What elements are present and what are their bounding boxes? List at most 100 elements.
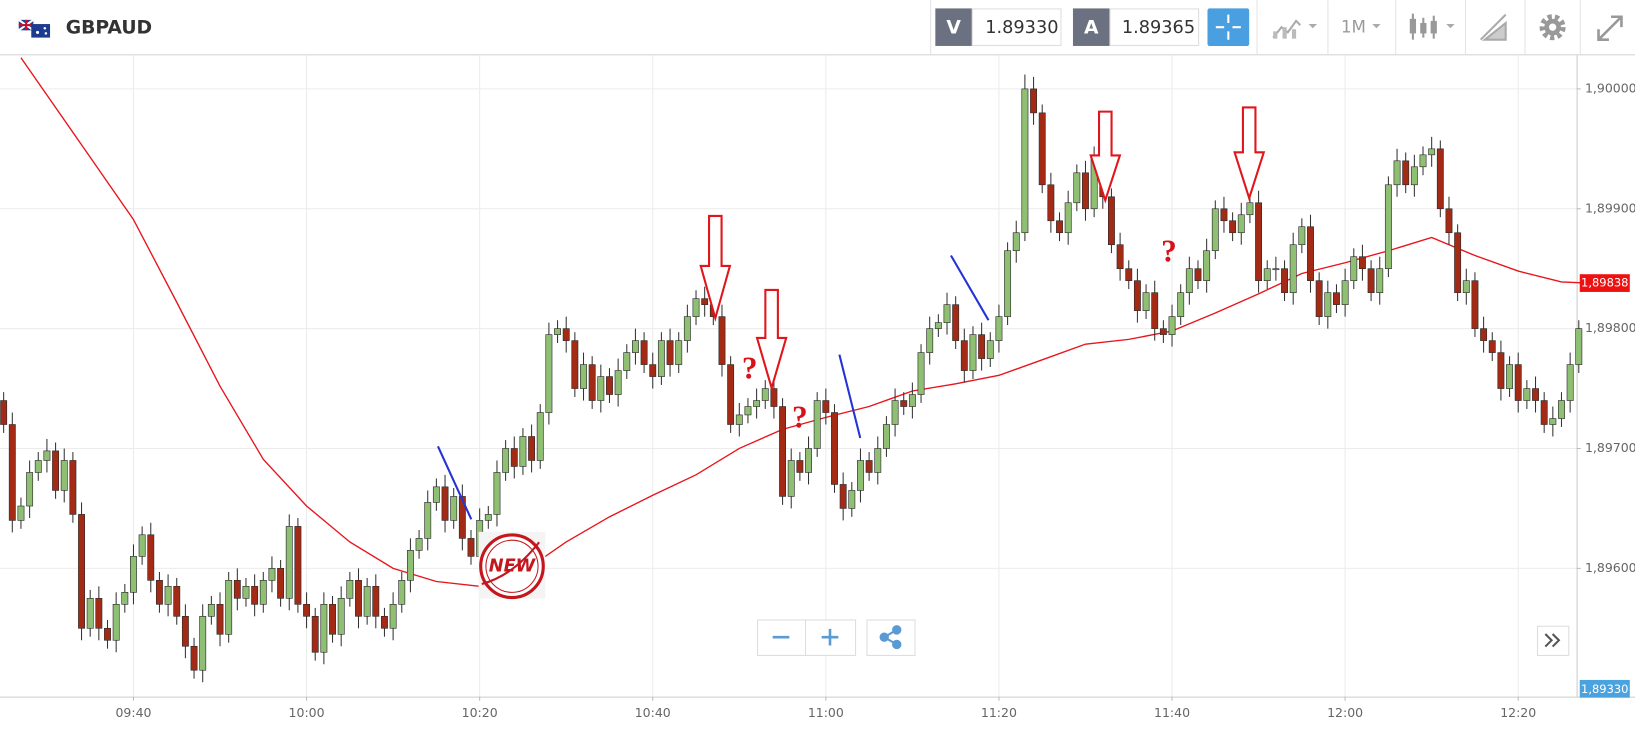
candle-body <box>1532 388 1539 401</box>
candle-body <box>882 424 890 449</box>
candle-body <box>969 334 977 371</box>
new-label: NEW <box>489 556 537 576</box>
crosshair-button[interactable] <box>1207 8 1250 46</box>
ask-button[interactable] <box>1072 8 1110 46</box>
candle-body <box>614 370 622 395</box>
toolbar: GBPAUD V 1.89330 A 1.89365 1M <box>0 0 1635 56</box>
candle-body <box>1168 316 1176 335</box>
candle-body <box>1558 400 1565 419</box>
candle-body <box>484 514 492 521</box>
bid-box <box>971 8 1062 46</box>
candle-body <box>891 400 899 425</box>
candle-body <box>268 568 276 581</box>
candle-body <box>104 627 111 641</box>
candle-body <box>1289 244 1297 293</box>
candle-body <box>233 580 241 599</box>
bid-label: V <box>946 18 961 39</box>
candle-body <box>164 586 172 605</box>
bid-button[interactable] <box>935 8 972 46</box>
candle-body <box>1428 148 1436 156</box>
candle-body <box>1350 256 1358 281</box>
fullscreen-button[interactable] <box>1597 15 1623 41</box>
candle-body <box>1021 88 1029 234</box>
candle-body <box>112 604 120 641</box>
candle-body <box>34 460 42 473</box>
candle-body <box>294 526 302 605</box>
candle-body <box>1480 328 1488 341</box>
candle-body <box>908 394 916 407</box>
candle-body <box>934 322 942 329</box>
candle-body <box>597 376 605 401</box>
settings-button[interactable] <box>1539 14 1566 41</box>
candle-body <box>424 502 432 539</box>
candle-body <box>1185 268 1193 293</box>
ask-box <box>1109 8 1200 46</box>
candle-body <box>952 304 960 341</box>
candle-body <box>1454 232 1462 293</box>
candle-body <box>1133 280 1141 311</box>
candle-body <box>69 460 77 515</box>
crosshair-icon <box>1215 14 1241 40</box>
candle-body <box>493 472 501 515</box>
candle-body <box>458 496 466 539</box>
candle-body <box>839 484 847 509</box>
candle-style-button[interactable] <box>1409 13 1455 40</box>
candle-body <box>8 424 16 521</box>
candle-body <box>787 460 795 497</box>
candle-body <box>528 436 536 461</box>
candle-body <box>389 604 397 629</box>
candle-body <box>1436 148 1444 210</box>
candle-body <box>510 448 518 467</box>
zoom-group <box>757 619 857 656</box>
candle-body <box>1229 220 1237 234</box>
candle-body <box>311 615 319 653</box>
candle-body <box>1004 250 1012 317</box>
candle-body <box>675 340 683 365</box>
candle-body <box>1298 226 1306 246</box>
x-tick-label: 11:40 <box>1154 705 1190 720</box>
x-tick-label: 12:00 <box>1327 705 1363 720</box>
candle-body <box>1410 166 1418 186</box>
candle-body <box>822 400 830 413</box>
candle-body <box>337 598 345 635</box>
candle-body <box>130 556 137 593</box>
candle-body <box>216 604 224 635</box>
candles <box>0 74 1583 683</box>
share-box <box>866 619 916 656</box>
candle-body <box>554 328 561 335</box>
trend-line <box>950 255 990 321</box>
bid-price-box <box>1579 679 1630 698</box>
candle-body <box>692 298 700 317</box>
candle-body <box>52 450 60 491</box>
candle-body <box>1220 208 1228 222</box>
candle-body <box>631 340 639 353</box>
candle-body <box>943 304 951 323</box>
candle-body <box>329 604 336 635</box>
scroll-end-button[interactable] <box>1544 633 1561 648</box>
candle-body <box>779 406 787 497</box>
question-mark: ? <box>792 399 808 434</box>
candle-body <box>190 645 198 671</box>
candle-body <box>571 340 579 389</box>
candle-body <box>355 580 362 617</box>
candle-body <box>1073 172 1081 204</box>
candle-body <box>657 340 665 377</box>
x-tick-label: 10:20 <box>462 705 498 720</box>
candle-body <box>986 340 994 359</box>
zoom-in-button[interactable] <box>821 628 839 646</box>
x-tick-label: 11:00 <box>808 705 844 720</box>
candle-body <box>796 460 804 473</box>
flag <box>18 19 51 38</box>
timeframe[interactable]: 1M <box>1341 18 1366 37</box>
x-tick-label: 09:40 <box>115 705 151 720</box>
chart-type-button[interactable] <box>1261 6 1325 49</box>
candle-body <box>1012 232 1020 252</box>
arrow <box>755 288 788 392</box>
share-button[interactable] <box>879 625 902 650</box>
candle-body <box>1324 292 1332 317</box>
current-price-label: 1,89838 <box>1581 276 1628 290</box>
draw-tools-button[interactable] <box>1479 13 1507 41</box>
candle-body <box>1159 328 1167 335</box>
candle-body <box>1125 268 1133 281</box>
